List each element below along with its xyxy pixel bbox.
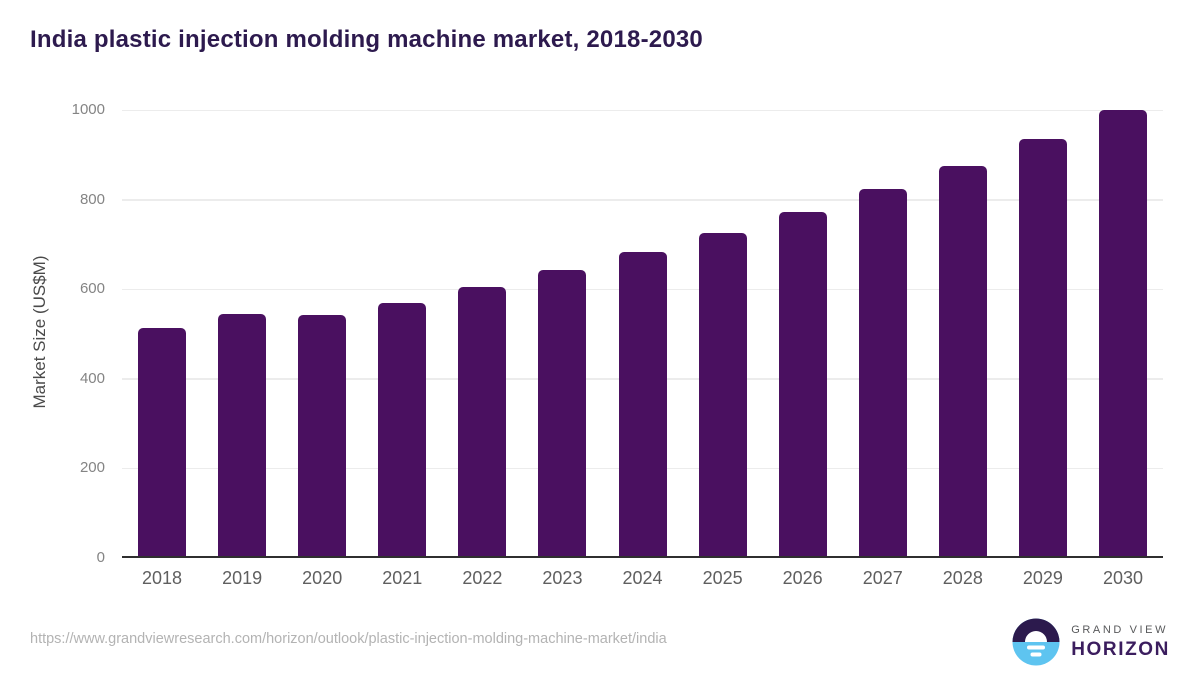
bar-slot-2023 [522,110,602,558]
y-tick-label-0: 0 [96,549,105,566]
y-axis-tick-labels: 0 200 400 600 800 1000 [0,101,122,566]
x-axis-line [122,556,1163,558]
bar-2018 [138,328,187,558]
bar-2020 [298,315,347,558]
bar-slot-2021 [362,110,442,558]
bar-slot-2025 [683,110,763,558]
brand-logo-text: GRAND VIEW HORIZON [1071,624,1170,661]
bar-slot-2027 [843,110,923,558]
bar-2019 [218,314,267,558]
bar-slot-2022 [442,110,522,558]
x-axis-tick-labels: 2018 2019 2020 2021 2022 2023 2024 2025 2026 2027… [122,568,1163,589]
brand-logo: GRAND VIEW HORIZON [1012,618,1170,666]
logo-grand-view-text: GRAND VIEW [1071,623,1169,636]
x-tick-label-2018: 2018 [142,568,183,588]
x-tick-label-2019: 2019 [222,568,263,588]
y-tick-label-1000: 1000 [71,101,105,118]
x-tick-label-2024: 2024 [622,568,663,588]
plot-area [122,109,1163,558]
bar-slot-2029 [1003,110,1083,558]
y-tick-label-200: 200 [79,459,105,477]
x-tick-label-2025: 2025 [702,568,743,588]
x-tick-label-2028: 2028 [942,568,983,588]
bar-slot-2026 [763,110,843,558]
bar-slot-2020 [282,110,362,558]
bar-slot-2028 [923,110,1003,558]
x-tick-label-2026: 2026 [782,568,823,588]
bar-slot-2019 [202,110,282,558]
bar-2021 [378,302,427,558]
bar-2026 [778,212,827,558]
x-tick-label-2022: 2022 [462,568,503,588]
x-tick-label-2020: 2020 [302,568,343,588]
x-tick-label-2030: 2030 [1102,568,1143,588]
bar-2029 [1018,139,1067,558]
chart-title: India plastic injection molding machine … [30,26,703,53]
x-tick-label-2029: 2029 [1022,568,1063,588]
y-tick-label-800: 800 [79,190,105,208]
bar-2025 [698,233,747,558]
logo-horizon-text: HORIZON [1071,638,1170,660]
bar-slot-2024 [602,110,682,558]
bar-slot-2018 [122,110,202,558]
bar-2024 [618,252,667,558]
x-tick-label-2023: 2023 [542,568,583,588]
y-tick-label-400: 400 [79,369,105,387]
x-tick-label-2027: 2027 [862,568,903,588]
horizon-sun-logo-icon [1012,618,1060,666]
bar-2027 [858,188,907,558]
bar-slot-2030 [1083,110,1163,558]
gridline-1000 [122,109,1163,111]
bar-2028 [938,166,987,558]
y-tick-label-600: 600 [79,280,105,298]
bar-2030 [1098,110,1147,558]
bar-series [122,110,1163,558]
bar-2023 [538,270,587,558]
bar-2022 [458,287,507,558]
source-url: https://www.grandviewresearch.com/horizo… [30,631,667,647]
x-tick-label-2021: 2021 [382,568,423,588]
gridline-800 [122,199,1163,201]
